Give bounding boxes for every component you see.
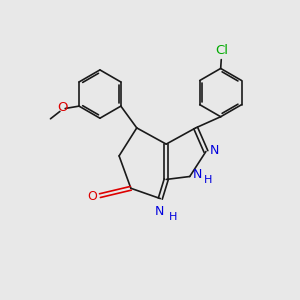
Text: Cl: Cl: [215, 44, 228, 57]
Text: H: H: [204, 175, 212, 185]
Text: O: O: [88, 190, 98, 203]
Text: N: N: [209, 144, 219, 158]
Text: O: O: [58, 101, 68, 114]
Text: N: N: [155, 205, 164, 218]
Text: N: N: [193, 168, 202, 181]
Text: H: H: [169, 212, 177, 222]
